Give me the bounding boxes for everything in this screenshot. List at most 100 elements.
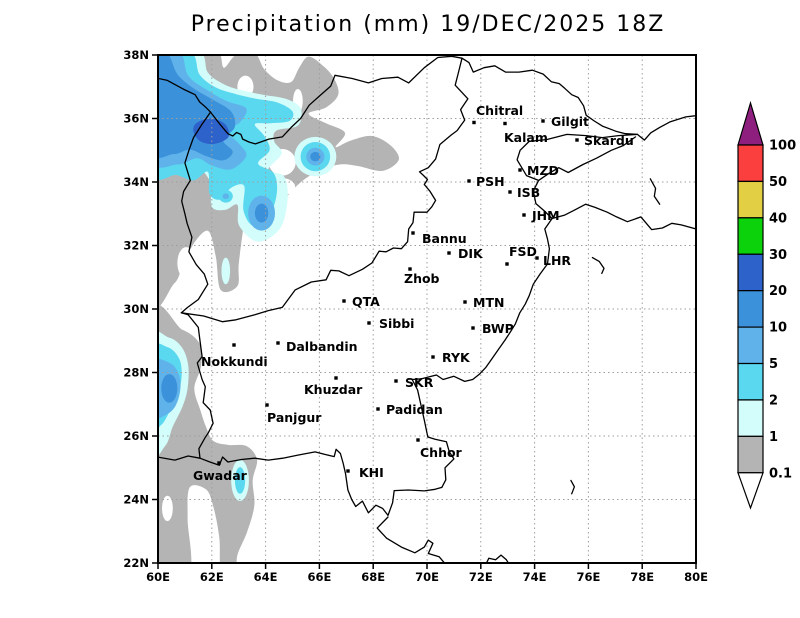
city-dot-sibbi (367, 321, 371, 325)
city-dot-dalbandin (276, 341, 280, 345)
city-label-fsd: FSD (509, 244, 537, 259)
colorbar-arrow-top (737, 100, 764, 146)
city-dot-qta (342, 299, 346, 303)
city-label-kalam: Kalam (504, 130, 548, 145)
colorbar-tick-label: 5 (769, 357, 778, 372)
city-label-khi: KHI (359, 465, 384, 480)
city-label-zhob: Zhob (404, 271, 440, 286)
city-label-qta: QTA (352, 294, 380, 309)
city-dot-padidan (376, 407, 380, 411)
city-label-skr: SKR (405, 375, 434, 390)
x-tick-label: 78E (630, 570, 654, 584)
city-dot-skr (394, 379, 398, 383)
colorbar-tick-label: 10 (769, 321, 787, 336)
x-tick-label: 62E (200, 570, 224, 584)
colorbar-tick-label: 40 (769, 211, 787, 226)
city-dot-lhr (535, 256, 539, 260)
city-label-isb: ISB (517, 185, 540, 200)
city-label-chitral: Chitral (476, 103, 523, 118)
city-label-dik: DIK (458, 246, 484, 261)
x-tick-label: 68E (361, 570, 385, 584)
axes: 60E 62E 64E 66E 68E 70E 72E 74E 76E 78E 80E 38N 36N 3… (123, 48, 708, 584)
x-tick-label: 74E (523, 570, 547, 584)
colorbar-segment-yellow (737, 180, 764, 219)
x-tick-label: 80E (684, 570, 708, 584)
plot-title: Precipitation (mm) 19/DEC/2025 18Z (190, 12, 666, 37)
city-label-lhr: LHR (543, 253, 571, 268)
city-dot-bannu (411, 231, 415, 235)
city-dot-bwp (471, 326, 475, 330)
city-label-panjgur: Panjgur (267, 410, 322, 425)
city-dot-khuzdar (334, 376, 338, 380)
city-label-jhm: JHM (531, 208, 560, 223)
city-label-gilgit: Gilgit (551, 114, 589, 129)
precip-blob-med (161, 374, 178, 403)
colorbar-segment-med (737, 290, 764, 328)
colorbar-segment-light (737, 326, 764, 365)
colorbar: 100 50 40 30 20 10 5 2 1 0.1 (737, 100, 796, 510)
city-label-ryk: RYK (442, 350, 471, 365)
x-tick-label: 72E (469, 570, 493, 584)
city-dot-zhob (408, 267, 412, 271)
colorbar-tick-label: 2 (769, 393, 778, 408)
y-tick-label: 32N (123, 239, 149, 253)
y-tick-label: 38N (123, 48, 149, 62)
y-tick-label: 26N (123, 429, 149, 443)
city-label-khuzdar: Khuzdar (304, 382, 363, 397)
city-label-bannu: Bannu (422, 231, 467, 246)
city-label-psh: PSH (476, 174, 505, 189)
y-tick-label: 36N (123, 112, 149, 126)
x-tick-label: 64E (254, 570, 278, 584)
colorbar-tick-label: 1 (769, 430, 778, 445)
city-label-sibbi: Sibbi (379, 316, 414, 331)
x-tick-label: 66E (307, 570, 331, 584)
city-dot-chhor (416, 438, 420, 442)
city-label-mzd: MZD (527, 163, 559, 178)
city-dot-psh (467, 179, 471, 183)
x-tick-label: 70E (415, 570, 439, 584)
city-dot-jhm (522, 213, 526, 217)
city-dot-panjgur (265, 403, 269, 407)
city-dot-ryk (431, 355, 435, 359)
colorbar-segment-pale (737, 399, 764, 437)
y-tick-label: 24N (123, 493, 149, 507)
city-label-bwp: BWP (482, 321, 514, 336)
colorbar-tick-label: 100 (769, 139, 796, 154)
city-label-nokkundi: Nokkundi (201, 354, 268, 369)
city-label-dalbandin: Dalbandin (286, 339, 358, 354)
precip-blob-cyan (234, 467, 246, 494)
city-dot-nokkundi (232, 343, 236, 347)
colorbar-segment-royal (737, 253, 764, 292)
y-tick-label: 28N (123, 366, 149, 380)
colorbar-tick-label: 50 (769, 175, 787, 190)
colorbar-tick-label: 0.1 (769, 466, 792, 481)
country-borders (158, 55, 696, 563)
x-tick-label: 76E (576, 570, 600, 584)
precip-blob-light (222, 193, 230, 200)
city-dot-skardu (575, 138, 579, 142)
city-label-gwadar: Gwadar (193, 468, 248, 483)
map-inner (158, 55, 696, 563)
colorbar-segment-cyan (737, 362, 764, 401)
colorbar-segment-red (737, 144, 764, 183)
colorbar-arrow-bottom (737, 472, 764, 510)
colorbar-segment-green (737, 217, 764, 255)
precip-blob-white (162, 495, 173, 522)
colorbar-tick-label: 30 (769, 248, 787, 263)
colorbar-tick-label: 20 (769, 284, 787, 299)
city-label-padidan: Padidan (386, 402, 443, 417)
precip-blob-white (177, 247, 196, 279)
y-tick-label: 22N (123, 556, 149, 570)
precip-blob-pale (221, 257, 231, 285)
city-label-chhor: Chhor (420, 445, 463, 460)
colorbar-segment-gray (737, 435, 764, 474)
city-dot-gilgit (541, 119, 545, 123)
city-label-skardu: Skardu (584, 133, 634, 148)
graticule (158, 55, 696, 563)
y-tick-label: 34N (123, 175, 149, 189)
city-dot-kalam (503, 121, 507, 126)
x-tick-label: 60E (146, 570, 170, 584)
